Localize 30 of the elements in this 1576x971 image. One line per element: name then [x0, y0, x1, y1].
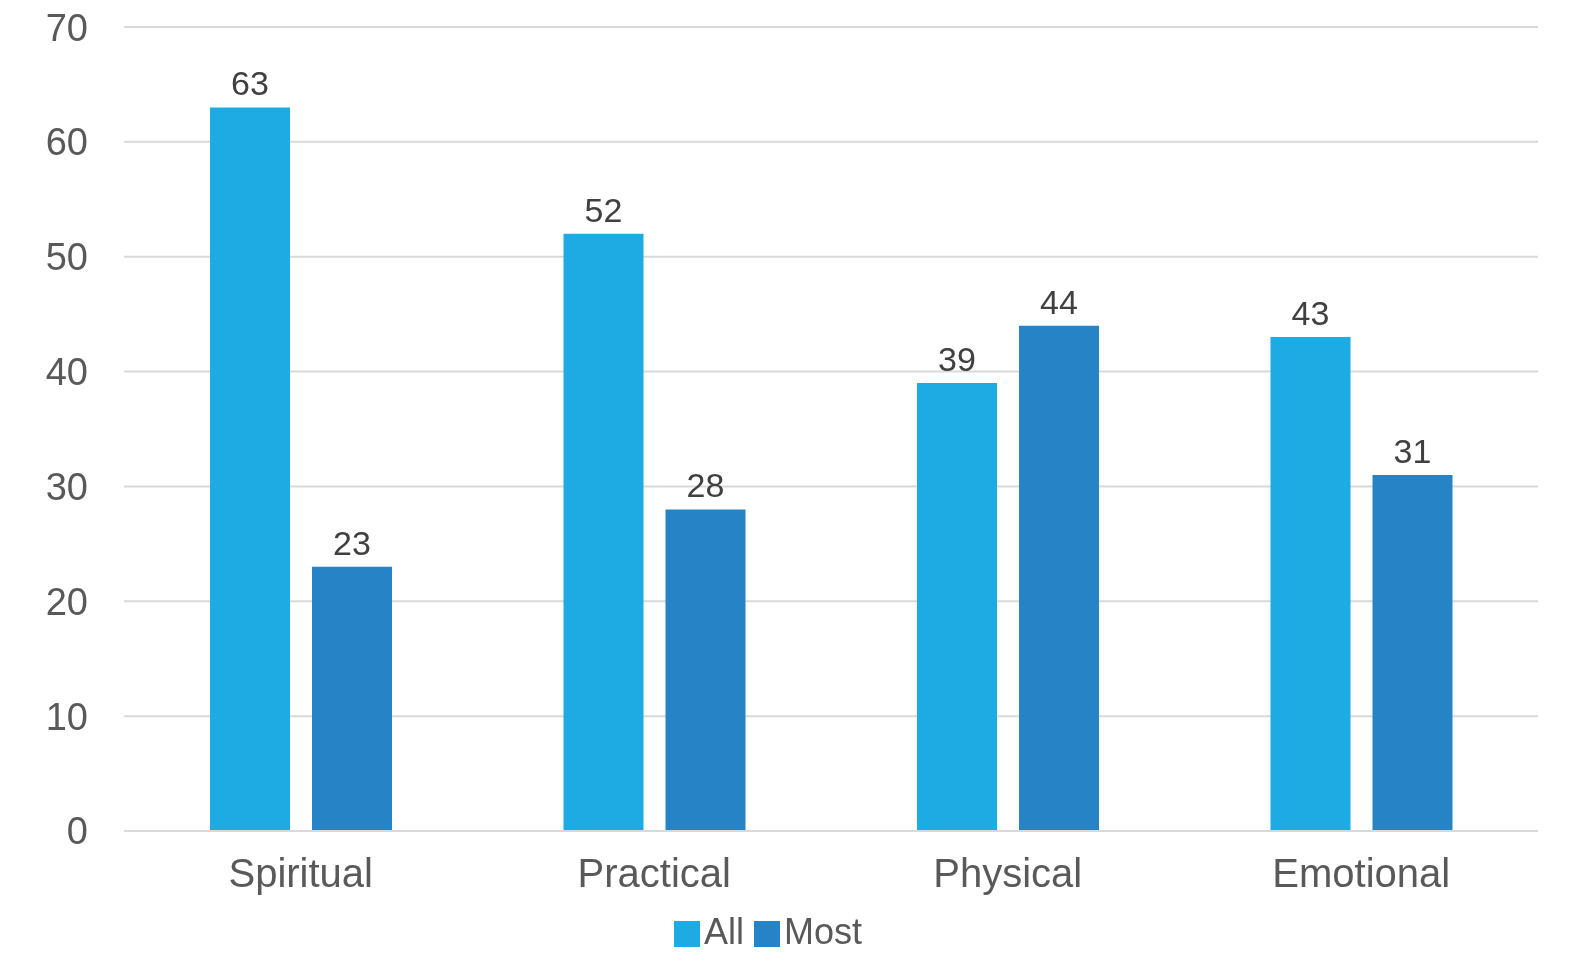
bar [1270, 337, 1351, 831]
data-label: 44 [1040, 282, 1078, 321]
bar [563, 233, 644, 831]
data-label: 52 [584, 190, 623, 229]
data-label: 63 [231, 64, 269, 103]
x-tick-label: Emotional [1272, 851, 1451, 896]
bar [917, 383, 997, 831]
y-tick-label: 70 [45, 6, 88, 49]
bar [312, 566, 392, 831]
bar [1019, 325, 1099, 831]
bar [1372, 474, 1453, 831]
y-tick-label: 0 [66, 810, 88, 853]
x-tick-label: Practical [577, 851, 731, 896]
data-label: 23 [333, 523, 371, 562]
y-tick-label: 60 [45, 121, 88, 164]
y-tick-label: 30 [45, 465, 88, 508]
bar [210, 107, 290, 831]
data-label: 31 [1393, 431, 1432, 470]
data-label: 39 [938, 340, 976, 379]
legend-label: Most [784, 911, 863, 952]
y-tick-label: 10 [45, 695, 88, 738]
x-tick-label: Physical [933, 851, 1083, 896]
bar [665, 509, 746, 831]
y-tick-label: 50 [45, 236, 88, 279]
data-label: 28 [686, 466, 725, 505]
legend-label: All [703, 911, 744, 952]
y-tick-label: 40 [45, 351, 88, 394]
x-tick-label: Spiritual [228, 851, 374, 896]
y-tick-label: 20 [45, 580, 88, 623]
data-label: 43 [1291, 294, 1330, 333]
